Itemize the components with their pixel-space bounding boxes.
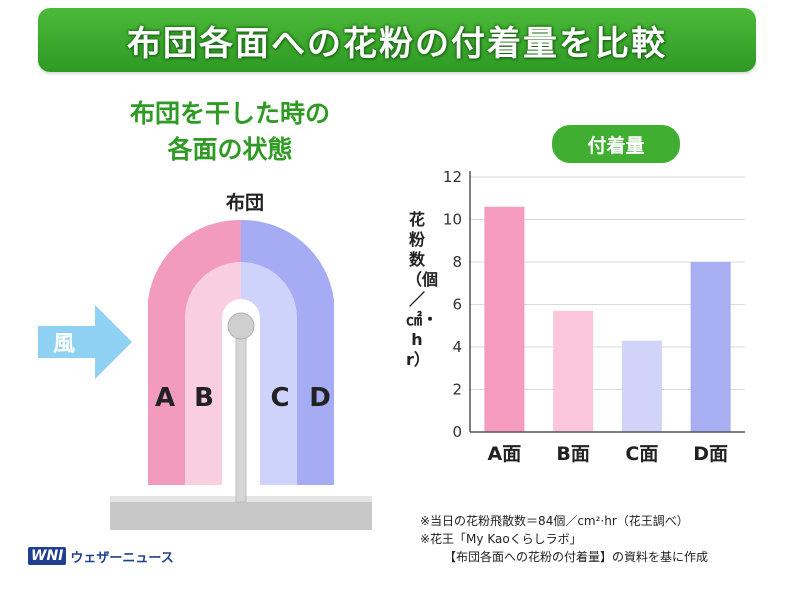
futon-illustration: 風 A B C D bbox=[38, 219, 372, 530]
title-banner: 布団各面への花粉の付着量を比較 bbox=[38, 8, 756, 72]
face-letter-a: A bbox=[155, 383, 175, 413]
y-tick-label: 2 bbox=[452, 381, 462, 399]
y-tick-label: 12 bbox=[443, 168, 462, 186]
face-letter-c: C bbox=[270, 383, 289, 413]
logo-mark: WNI bbox=[28, 547, 67, 565]
caption-line-1: 布団を干した時の bbox=[129, 99, 330, 128]
futon-label: 布団 bbox=[225, 192, 264, 214]
y-tick-label: 0 bbox=[452, 423, 462, 441]
page-title: 布団各面への花粉の付着量を比較 bbox=[127, 23, 667, 64]
weathernews-logo: WNI ウェザーニュース bbox=[28, 546, 174, 566]
bar-3 bbox=[621, 340, 662, 432]
x-tick-label: C面 bbox=[625, 443, 658, 465]
face-letter-d: D bbox=[309, 383, 331, 413]
caption-line-2: 各面の状態 bbox=[167, 135, 293, 164]
note-line-1: ※当日の花粉飛散数＝84個／cm²·hr（花王調べ） bbox=[420, 514, 689, 528]
y-tick-label: 8 bbox=[452, 253, 462, 271]
x-tick-label: D面 bbox=[693, 443, 728, 465]
note-line-3: 【布団各面への花粉の付着量】の資料を基に作成 bbox=[444, 550, 709, 564]
bar-4 bbox=[690, 262, 731, 432]
source-notes: ※当日の花粉飛散数＝84個／cm²·hr（花王調べ） ※花王「My Kaoくらし… bbox=[420, 512, 790, 566]
face-letter-b: B bbox=[194, 383, 214, 413]
bar-2 bbox=[553, 310, 594, 432]
x-tick-label: B面 bbox=[556, 443, 589, 465]
wind-label: 風 bbox=[53, 332, 75, 357]
y-tick-label: 10 bbox=[443, 211, 462, 229]
pole-cap bbox=[227, 312, 255, 340]
illustration-caption: 布団を干した時の 各面の状態 bbox=[100, 96, 360, 168]
y-tick-label: 6 bbox=[452, 296, 462, 314]
bar-1 bbox=[484, 206, 525, 432]
wind-arrow-icon bbox=[38, 305, 132, 379]
ground-base bbox=[110, 500, 372, 530]
note-line-2: ※花王「My Kaoくらしラボ」 bbox=[420, 532, 582, 546]
y-axis-label: 花粉数（個／㎠・hr） bbox=[406, 210, 439, 369]
logo-text: ウェザーニュース bbox=[70, 550, 174, 566]
chart-title: 付着量 bbox=[552, 125, 680, 163]
y-tick-label: 4 bbox=[452, 338, 462, 356]
x-tick-label: A面 bbox=[488, 443, 522, 465]
